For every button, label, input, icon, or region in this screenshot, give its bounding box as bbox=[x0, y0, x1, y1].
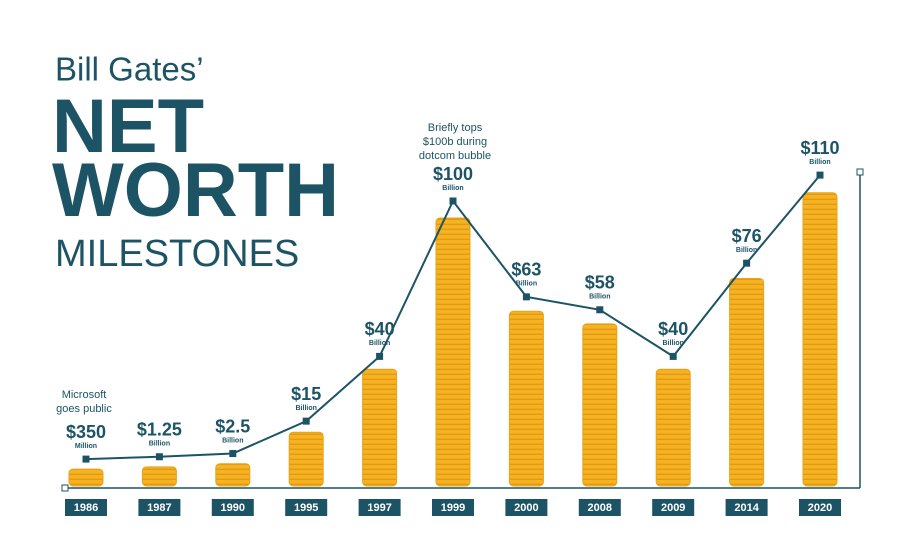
coin-stack bbox=[215, 463, 251, 487]
value-label: $40 bbox=[658, 319, 688, 339]
coin-stack bbox=[729, 277, 765, 487]
line-point bbox=[816, 171, 824, 179]
title-line: Bill Gates’ bbox=[55, 51, 204, 88]
line-point bbox=[82, 455, 90, 463]
category-box bbox=[358, 499, 401, 516]
line-point bbox=[155, 453, 163, 461]
line-point bbox=[596, 306, 604, 314]
value-unit: Billion bbox=[663, 340, 684, 347]
value-label: $15 bbox=[291, 384, 321, 404]
category-box bbox=[211, 499, 254, 516]
value-label: $76 bbox=[732, 226, 762, 246]
coin-stack bbox=[362, 368, 398, 487]
category-box bbox=[505, 499, 548, 516]
category-box bbox=[652, 499, 695, 516]
annotation: $100b during bbox=[423, 136, 487, 148]
value-unit: Billion bbox=[222, 437, 243, 444]
value-unit: Billion bbox=[149, 441, 170, 448]
value-label: $40 bbox=[365, 319, 395, 339]
value-label: $2.5 bbox=[215, 416, 250, 436]
coin-stack bbox=[288, 431, 324, 487]
value-label: $1.25 bbox=[137, 420, 182, 440]
category-box bbox=[725, 499, 768, 516]
value-unit: Million bbox=[75, 443, 97, 450]
title-line: MILESTONES bbox=[55, 233, 299, 275]
coin-stack bbox=[582, 323, 618, 487]
value-unit: Billion bbox=[736, 247, 757, 254]
category-label: 2020 bbox=[808, 502, 832, 514]
category-box bbox=[799, 499, 841, 516]
value-unit: Billion bbox=[442, 185, 463, 192]
category-label: 1990 bbox=[221, 502, 245, 514]
coin-stack bbox=[435, 217, 471, 487]
line-point bbox=[743, 259, 751, 267]
line-point bbox=[669, 352, 677, 360]
value-unit: Billion bbox=[809, 159, 830, 166]
value-unit: Billion bbox=[296, 405, 317, 412]
line-point bbox=[522, 293, 530, 301]
value-label: $63 bbox=[511, 260, 541, 280]
coin-stack bbox=[655, 368, 691, 487]
axis-end bbox=[61, 484, 69, 492]
line-point bbox=[376, 352, 384, 360]
category-label: 2008 bbox=[588, 502, 612, 514]
category-label: 2014 bbox=[734, 502, 759, 514]
category-box bbox=[138, 499, 181, 516]
value-unit: Billion bbox=[516, 281, 537, 288]
title-line: WORTH bbox=[52, 148, 339, 233]
title-line: NET bbox=[52, 84, 204, 169]
coin-stack bbox=[802, 192, 838, 487]
axis-end bbox=[856, 168, 864, 176]
coin-stack bbox=[68, 468, 104, 487]
value-unit: Billion bbox=[369, 340, 390, 347]
annotation: Briefly tops bbox=[428, 122, 483, 134]
category-box bbox=[285, 499, 328, 516]
annotation: dotcom bubble bbox=[419, 150, 491, 162]
value-label: $110 bbox=[800, 138, 839, 158]
category-box bbox=[578, 499, 621, 516]
coin-stack bbox=[508, 310, 544, 487]
category-box bbox=[65, 499, 107, 516]
category-label: 2009 bbox=[661, 502, 685, 514]
category-label: 1995 bbox=[294, 502, 318, 514]
category-label: 1997 bbox=[367, 502, 391, 514]
annotation: Microsoft bbox=[62, 389, 107, 401]
line-point bbox=[302, 417, 310, 425]
value-label: $350 bbox=[66, 422, 106, 442]
category-box bbox=[432, 499, 474, 516]
line-point bbox=[449, 197, 457, 205]
line-point bbox=[229, 450, 237, 458]
coin-stack bbox=[141, 466, 177, 487]
value-label: $58 bbox=[585, 273, 615, 293]
category-label: 1999 bbox=[441, 502, 465, 514]
annotation: goes public bbox=[56, 403, 112, 415]
category-label: 1987 bbox=[147, 502, 171, 514]
category-label: 1986 bbox=[74, 502, 98, 514]
value-label: $100 bbox=[433, 164, 473, 184]
value-unit: Billion bbox=[589, 294, 610, 301]
category-label: 2000 bbox=[514, 502, 538, 514]
